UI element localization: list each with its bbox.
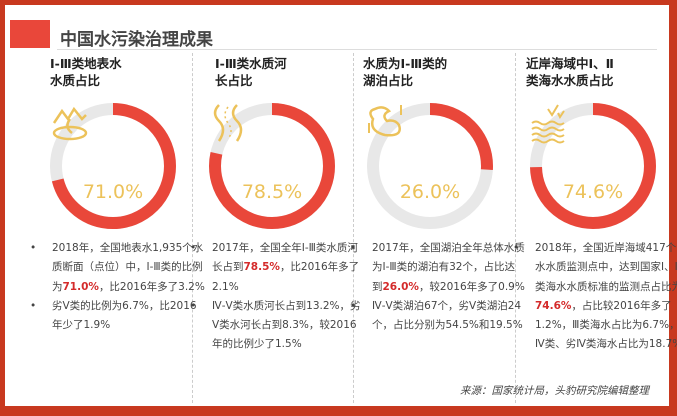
- donut-svg: [530, 103, 656, 229]
- donut-chart: 26.0%: [365, 101, 495, 231]
- metric-heading-line: 水质占比: [50, 73, 101, 88]
- donut-percentage: 71.0%: [82, 181, 144, 203]
- donut-svg: [209, 103, 335, 229]
- sea-waves-birds-icon: [531, 104, 565, 144]
- bullet-item: Ⅳ-Ⅴ类水质河长占到13.2%，劣Ⅴ类水河长占到8.3%，较2016年的比例少了…: [190, 297, 365, 355]
- donut-value-arc: [50, 103, 176, 229]
- bullet-text: ，较2016年多了0.9%: [418, 280, 525, 293]
- column-divider: [353, 53, 354, 403]
- bullet-item: Ⅳ-Ⅴ类湖泊67个，劣Ⅴ类湖泊24个，占比分别为54.5%和19.5%: [350, 297, 525, 336]
- metric-heading-line: 类海水水质占比: [526, 73, 614, 88]
- donut-value-arc: [530, 103, 656, 229]
- donut-value-arc: [209, 103, 335, 229]
- highlight-value: 78.5%: [243, 261, 280, 274]
- bullet-text: ，比2016年多了2.1%: [212, 261, 360, 293]
- donut-chart: 74.6%: [528, 101, 658, 231]
- bullet-list: 2017年，全国湖泊全年总体水质为Ⅰ-Ⅲ类的湖泊有32个，占比达到26.0%，较…: [350, 239, 525, 335]
- bullet-list: 2018年，全国地表水1,935个水质断面（点位）中，Ⅰ-Ⅲ类的比例为71.0%…: [30, 239, 205, 335]
- metric-heading-line: Ⅰ-Ⅲ类地表水: [50, 56, 122, 71]
- title-marker: [10, 20, 50, 48]
- bullet-text: 2017年，全国全年Ⅰ-Ⅲ类水质河长占到: [212, 242, 358, 274]
- metric-column: 近岸海域中Ⅰ、Ⅱ 类海水水质占比 74.6% 2018年，全国近岸海域417个海水…: [513, 55, 677, 355]
- bullet-item: 2017年，全国全年Ⅰ-Ⅲ类水质河长占到78.5%，比2016年多了2.1%: [190, 239, 365, 297]
- bullet-text: ，占比较2016年多了1.2%，Ⅲ类海水占比为6.7%，Ⅳ类、劣Ⅳ类海水占比为1…: [535, 299, 677, 351]
- bullet-list: 2017年，全国全年Ⅰ-Ⅲ类水质河长占到78.5%，比2016年多了2.1%Ⅳ-…: [190, 239, 365, 355]
- donut-percentage: 78.5%: [241, 181, 303, 203]
- metric-heading-line: Ⅰ-Ⅲ类水质河: [215, 56, 287, 71]
- metric-heading-line: 水质为Ⅰ-Ⅲ类的: [363, 56, 448, 71]
- mountain-lake-icon: [52, 106, 88, 141]
- bullet-text: Ⅳ-Ⅴ类水质河长占到13.2%，劣Ⅴ类水河长占到8.3%，较2016年的比例少了…: [212, 299, 361, 351]
- source-note: 来源：国家统计局，头豹研究院编辑整理: [460, 385, 649, 397]
- column-divider: [515, 53, 516, 403]
- donut-chart: 78.5%: [207, 101, 337, 231]
- column-divider: [192, 53, 193, 403]
- bullet-item: 劣Ⅴ类的比例为6.7%，比2016年少了1.9%: [30, 297, 205, 336]
- metric-heading-line: 长占比: [215, 73, 253, 88]
- lake-icon: [368, 105, 402, 137]
- bullet-list: 2018年，全国近岸海域417个海水水质监测点中，达到国家Ⅰ、Ⅱ类海水水质标准的…: [513, 239, 677, 355]
- metric-heading: 近岸海域中Ⅰ、Ⅱ 类海水水质占比: [518, 55, 677, 95]
- donut-svg: [50, 103, 176, 229]
- bullet-item: 2017年，全国湖泊全年总体水质为Ⅰ-Ⅲ类的湖泊有32个，占比达到26.0%，较…: [350, 239, 525, 297]
- page-title: 中国水污染治理成果: [60, 30, 213, 50]
- bullet-text: ，比2016年多了3.2%: [98, 280, 205, 293]
- metric-heading-line: 湖泊占比: [363, 73, 414, 88]
- bullet-text: 2017年，全国湖泊全年总体水质为Ⅰ-Ⅲ类的湖泊有32个，占比达到: [372, 242, 525, 293]
- donut-percentage: 26.0%: [399, 181, 461, 203]
- donut-chart: 71.0%: [48, 101, 178, 231]
- donut-value-arc: [367, 103, 493, 229]
- metric-heading: Ⅰ-Ⅲ类地表水 水质占比: [30, 55, 205, 95]
- bullet-item: 2018年，全国地表水1,935个水质断面（点位）中，Ⅰ-Ⅲ类的比例为71.0%…: [30, 239, 205, 297]
- donut-svg: [367, 103, 493, 229]
- highlight-value: 74.6%: [535, 299, 572, 312]
- river-icon: [213, 104, 243, 142]
- metric-heading: 水质为Ⅰ-Ⅲ类的 湖泊占比: [355, 55, 525, 95]
- bullet-text: 2018年，全国地表水1,935个水质断面（点位）中，Ⅰ-Ⅲ类的比例为: [52, 242, 204, 293]
- highlight-value: 26.0%: [382, 280, 419, 293]
- highlight-value: 71.0%: [62, 280, 99, 293]
- metric-heading: Ⅰ-Ⅲ类水质河 长占比: [195, 55, 365, 95]
- donut-percentage: 74.6%: [562, 181, 624, 203]
- bullet-text: Ⅳ-Ⅴ类湖泊67个，劣Ⅴ类湖泊24个，占比分别为54.5%和19.5%: [372, 299, 523, 332]
- title-divider: [57, 49, 657, 50]
- metric-heading-line: 近岸海域中Ⅰ、Ⅱ: [526, 56, 614, 71]
- bullet-text: 2018年，全国近岸海域417个海水水质监测点中，达到国家Ⅰ、Ⅱ类海水水质标准的…: [535, 242, 677, 293]
- bullet-text: 劣Ⅴ类的比例为6.7%，比2016年少了1.9%: [52, 299, 197, 332]
- bullet-item: 2018年，全国近岸海域417个海水水质监测点中，达到国家Ⅰ、Ⅱ类海水水质标准的…: [513, 239, 677, 355]
